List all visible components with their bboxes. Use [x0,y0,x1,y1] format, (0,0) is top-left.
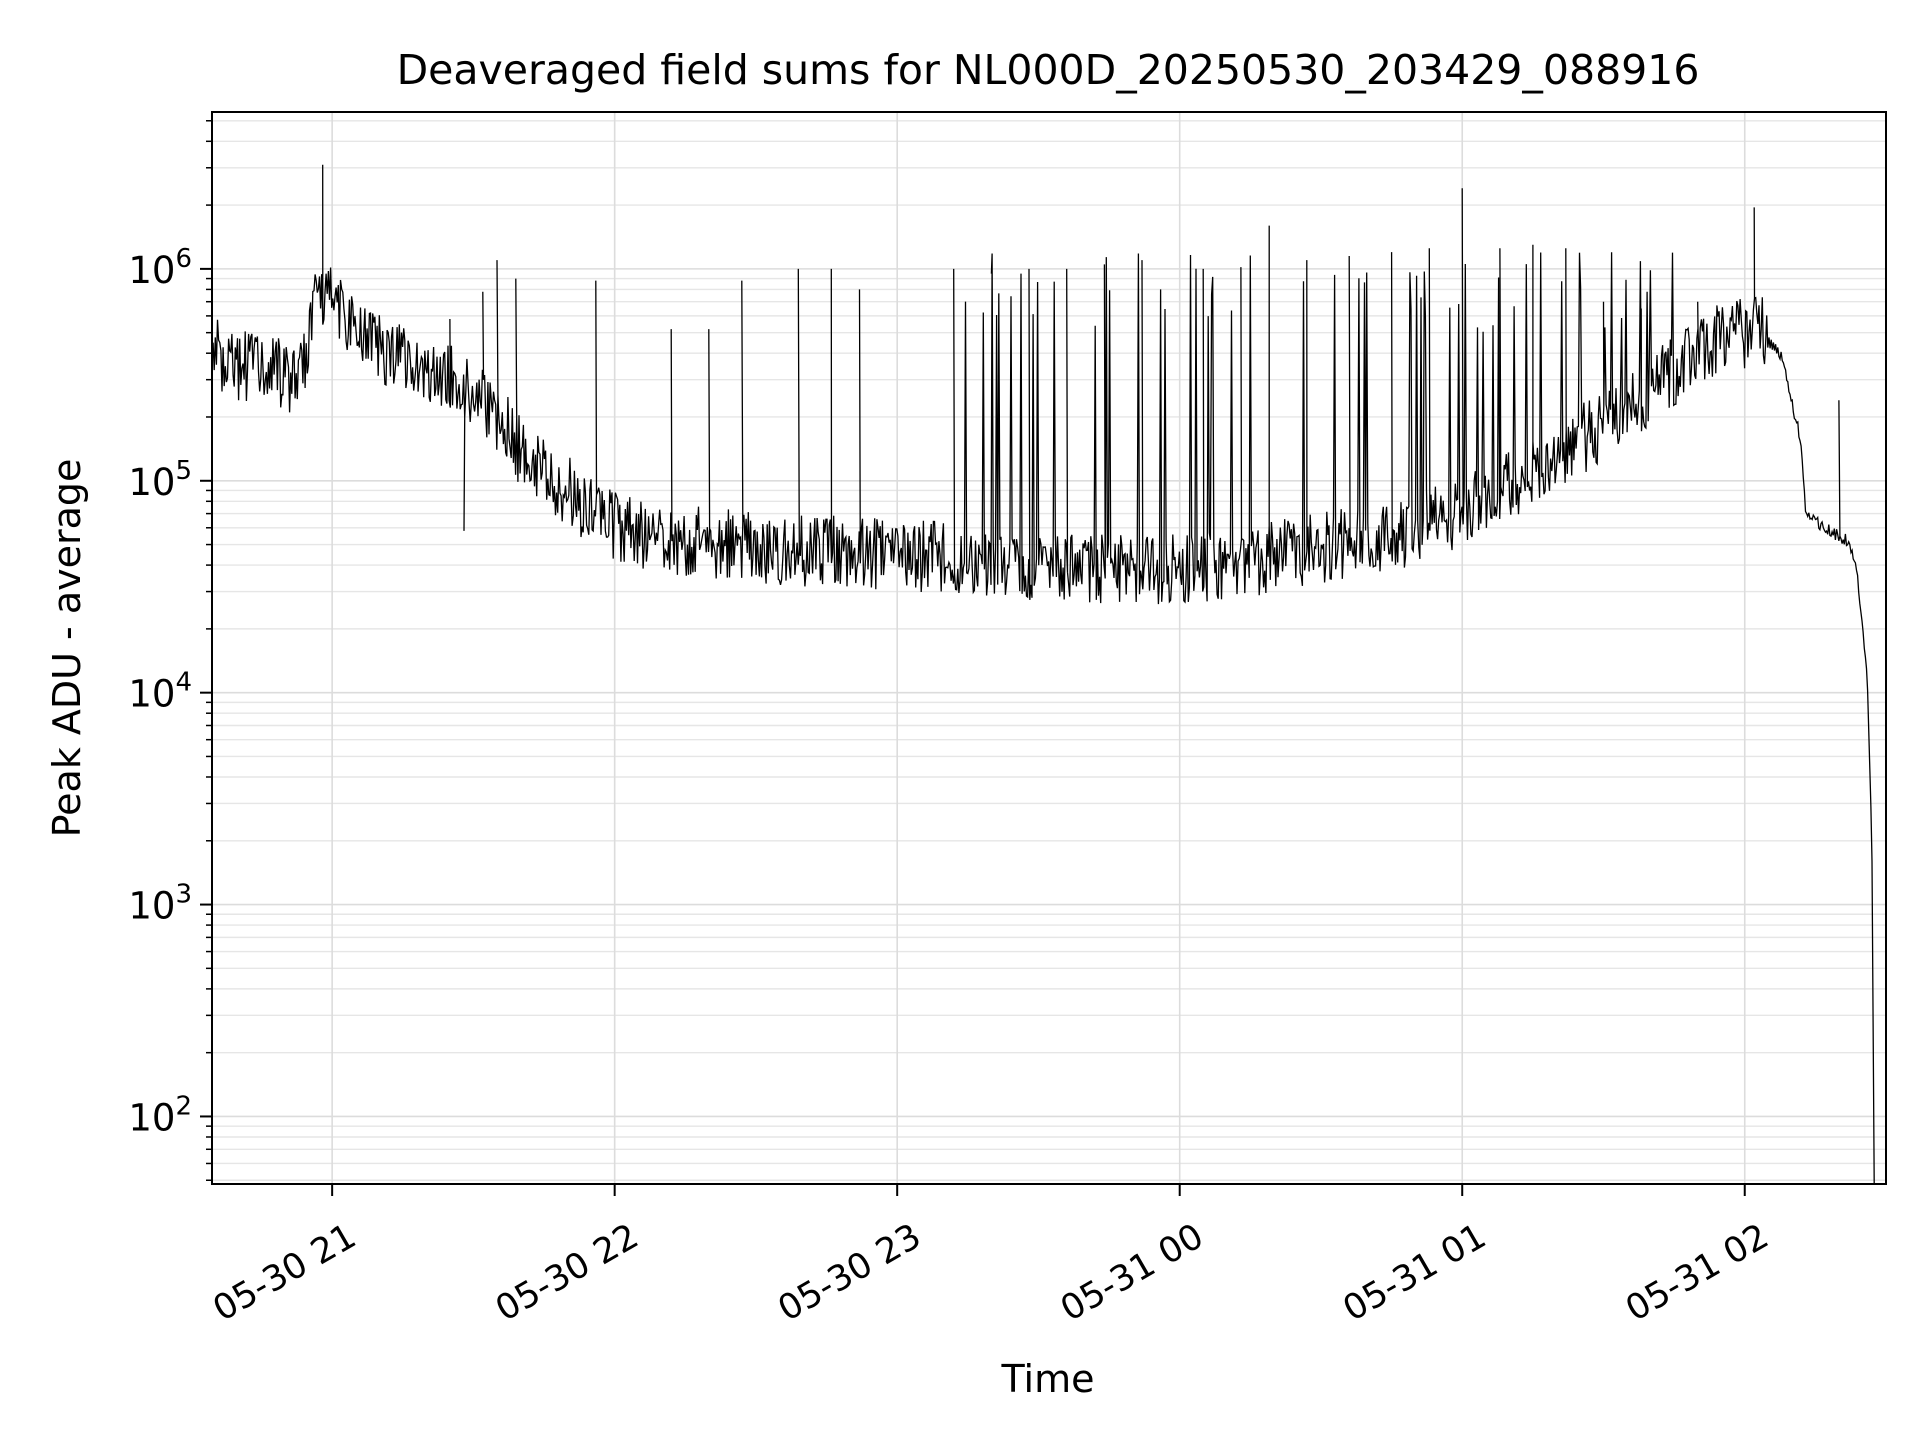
plot-frame [211,111,1887,1185]
x-axis-label: Time [1001,1357,1095,1401]
y-tick-label: 104 [128,668,192,716]
y-tick-exponent: 6 [175,244,192,274]
y-tick-exponent: 2 [175,1091,192,1121]
y-tick-base: 10 [128,1096,175,1139]
y-tick-exponent: 3 [175,880,192,910]
grid-layer [212,112,1886,1184]
chart-title: Deaveraged field sums for NL000D_2025053… [397,46,1700,94]
y-tick-base: 10 [128,461,175,504]
series-layer [211,164,1875,1185]
y-tick-label: 106 [128,244,192,292]
y-tick-base: 10 [128,673,175,716]
y-tick-label: 105 [128,456,192,504]
y-axis-label: Peak ADU - average [45,459,89,838]
y-tick-base: 10 [128,249,175,292]
y-tick-exponent: 5 [175,456,192,486]
y-tick-base: 10 [128,885,175,928]
y-tick-label: 103 [128,880,192,928]
series-line [211,164,1875,1185]
y-tick-label: 102 [128,1091,192,1139]
y-tick-exponent: 4 [175,668,192,698]
